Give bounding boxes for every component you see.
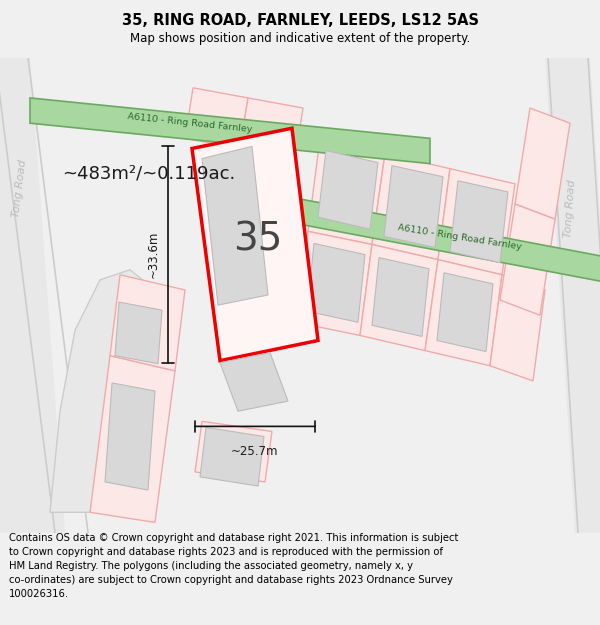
Polygon shape bbox=[200, 428, 264, 486]
Text: 35: 35 bbox=[233, 221, 283, 258]
Polygon shape bbox=[90, 356, 175, 522]
Polygon shape bbox=[50, 270, 165, 512]
Polygon shape bbox=[220, 352, 288, 411]
Text: 35, RING ROAD, FARNLEY, LEEDS, LS12 5AS: 35, RING ROAD, FARNLEY, LEEDS, LS12 5AS bbox=[121, 12, 479, 28]
Polygon shape bbox=[384, 166, 443, 248]
Polygon shape bbox=[437, 272, 493, 352]
Polygon shape bbox=[545, 58, 600, 532]
Text: Tong Road: Tong Road bbox=[11, 159, 29, 218]
Polygon shape bbox=[30, 98, 430, 164]
Text: A6110 - Ring Road Farnley: A6110 - Ring Road Farnley bbox=[397, 223, 523, 252]
Text: ~483m²/~0.119ac.: ~483m²/~0.119ac. bbox=[62, 165, 235, 182]
Polygon shape bbox=[490, 275, 545, 381]
Text: Map shows position and indicative extent of the property.: Map shows position and indicative extent… bbox=[130, 32, 470, 45]
Polygon shape bbox=[195, 421, 272, 482]
Text: Contains OS data © Crown copyright and database right 2021. This information is : Contains OS data © Crown copyright and d… bbox=[9, 533, 458, 599]
Polygon shape bbox=[308, 138, 385, 244]
Polygon shape bbox=[450, 181, 508, 262]
Polygon shape bbox=[307, 244, 365, 322]
Polygon shape bbox=[192, 128, 318, 361]
Text: A6110 - Ring Road Farnley: A6110 - Ring Road Farnley bbox=[127, 112, 253, 134]
Text: ~25.7m: ~25.7m bbox=[231, 444, 279, 458]
Polygon shape bbox=[240, 98, 303, 159]
Polygon shape bbox=[0, 58, 65, 532]
Text: Tong Road: Tong Road bbox=[563, 180, 577, 239]
Polygon shape bbox=[500, 204, 555, 315]
Polygon shape bbox=[202, 146, 268, 305]
Text: ~33.6m: ~33.6m bbox=[147, 231, 160, 278]
Polygon shape bbox=[318, 151, 378, 229]
Polygon shape bbox=[425, 259, 502, 366]
Polygon shape bbox=[300, 199, 600, 285]
Polygon shape bbox=[515, 108, 570, 219]
Polygon shape bbox=[185, 88, 248, 149]
Polygon shape bbox=[110, 275, 185, 371]
Polygon shape bbox=[105, 383, 155, 490]
Polygon shape bbox=[372, 258, 429, 336]
Polygon shape bbox=[438, 169, 515, 275]
Polygon shape bbox=[296, 231, 372, 336]
Polygon shape bbox=[372, 154, 450, 259]
Polygon shape bbox=[115, 302, 162, 364]
Polygon shape bbox=[360, 244, 438, 351]
